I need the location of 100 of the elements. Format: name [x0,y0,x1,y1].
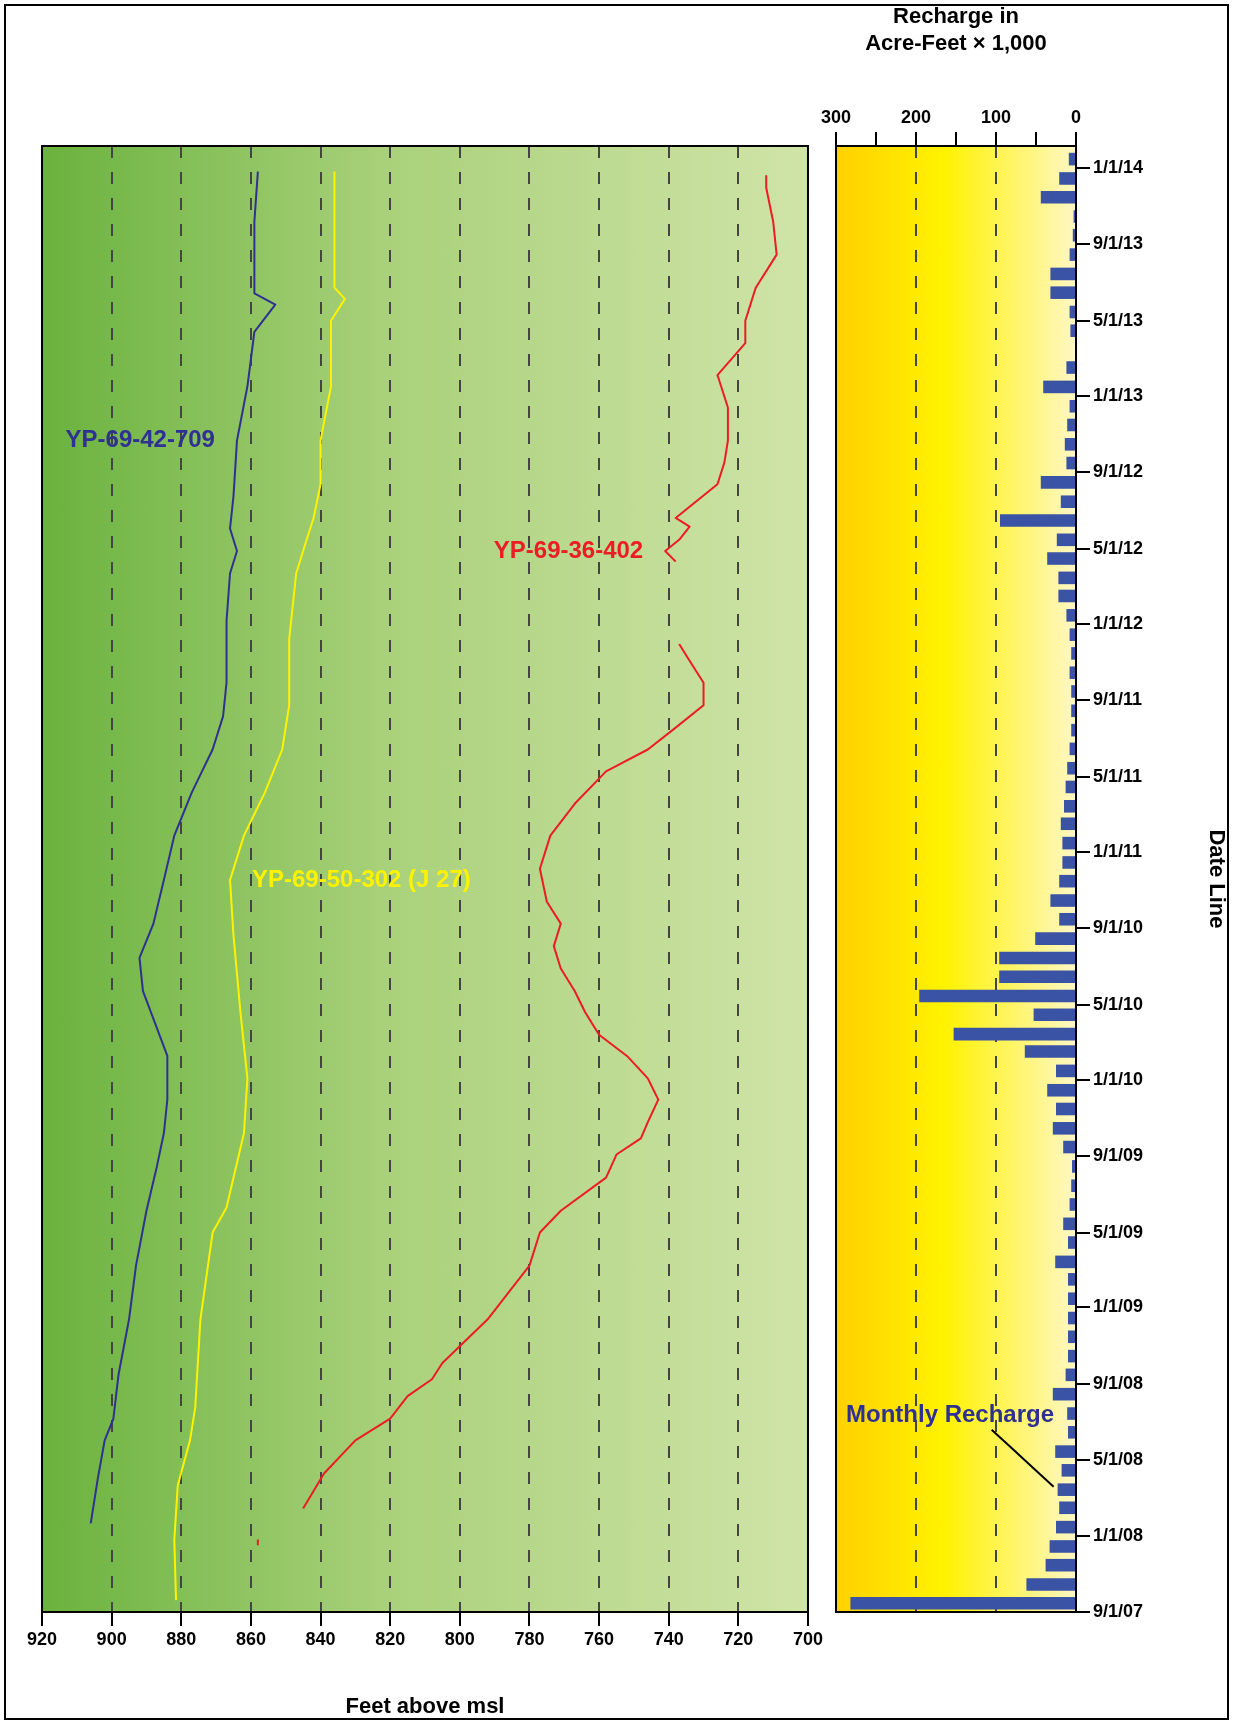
y-tick-label: 1/1/10 [1093,1068,1144,1089]
bar [1060,495,1075,509]
bar [999,970,1075,983]
x-tick-label: 880 [166,1628,197,1649]
y-tick-label: 5/1/09 [1093,1221,1144,1242]
y-axis-title: Date Line [1204,829,1230,929]
bar [1058,571,1075,585]
bar [1070,324,1075,338]
bar [1071,685,1075,698]
bar [1062,856,1075,869]
bar [1069,399,1075,413]
x-tick-label: 760 [584,1628,615,1649]
bar [1065,1368,1075,1382]
bar [1026,1578,1075,1591]
bar [1066,609,1075,622]
bar [1068,1236,1075,1249]
bar [1065,780,1075,794]
x-tick-label: 840 [305,1628,336,1649]
x-tick-label: 700 [792,1628,824,1649]
x-tick-label: 860 [235,1628,266,1649]
bar [1055,1445,1075,1458]
bar [1071,1179,1075,1193]
y-tick-label: 5/1/10 [1093,993,1144,1014]
x-tick-label: 200 [900,107,932,128]
bar [1068,1349,1075,1363]
bar [1063,1140,1075,1154]
bar [1047,1083,1075,1097]
x-tick-label: 0 [1070,107,1082,128]
bar [1059,912,1075,926]
bar [1072,1160,1075,1173]
bar [1069,1198,1075,1211]
y-tick-label: 9/1/12 [1093,460,1144,481]
y-tick-label: 9/1/10 [1093,916,1144,937]
bar [1067,1407,1075,1420]
y-tick-label: 9/1/11 [1093,689,1143,710]
bar [1068,1292,1075,1305]
y-tick-label: 5/1/11 [1093,765,1143,786]
x-tick-label: 720 [723,1628,754,1649]
x-axis-title: Feet above msl [345,1692,505,1718]
x-axis-title: Recharge in Acre-Feet × 1,000 [865,3,1047,55]
bar [1059,874,1075,888]
bar [1068,1273,1075,1286]
bar [1050,286,1075,299]
y-tick-label: 9/1/08 [1093,1372,1144,1393]
x-tick-label: 920 [26,1628,58,1649]
bar [1040,476,1075,489]
bar [1052,1122,1075,1135]
y-tick-label: 1/1/14 [1093,156,1144,177]
y-tick-label: 9/1/09 [1093,1144,1144,1165]
bar [1071,723,1075,737]
bar [1035,932,1075,945]
bar [1069,628,1075,641]
series-label: YP-69-36-402 [493,535,644,563]
bar [1056,1064,1075,1078]
bar [1069,248,1075,261]
bar [1060,817,1075,831]
y-tick-label: 9/1/13 [1093,232,1144,253]
bar [1024,1045,1075,1058]
bar [1045,1558,1075,1572]
bar [1049,1540,1075,1553]
y-tick-label: 1/1/12 [1093,613,1144,634]
bar [1068,1330,1075,1344]
y-tick-label: 9/1/07 [1093,1600,1144,1621]
bar [1064,438,1075,451]
x-tick-label: 900 [96,1628,127,1649]
bar [953,1027,1075,1041]
bar [1033,1008,1075,1022]
bar [1057,1483,1075,1496]
bar [1055,1255,1075,1269]
bar [1061,1464,1075,1477]
x-tick-label: 800 [444,1628,475,1649]
bar [1071,647,1075,660]
y-tick-label: 1/1/08 [1093,1524,1144,1545]
y-tick-label: 5/1/08 [1093,1449,1144,1470]
x-tick-label: 820 [375,1628,406,1649]
x-tick-label: 300 [820,107,852,128]
bar [1052,1387,1075,1401]
bar [1047,552,1075,565]
bar [1067,418,1075,432]
bar [1056,1520,1075,1534]
bar [1066,456,1075,470]
bar [1040,190,1075,204]
bar [999,951,1075,965]
bar [1068,152,1075,166]
x-tick-label: 780 [514,1628,545,1649]
bar [919,989,1075,1003]
bar [1000,514,1075,527]
bar [1064,800,1075,813]
bar [1059,172,1075,185]
bar [1059,1501,1075,1515]
x-tick-label: 740 [653,1628,684,1649]
bar [1063,1217,1075,1231]
bar [1050,894,1075,907]
bar [1072,228,1075,242]
bar [1056,1102,1075,1116]
y-tick-label: 1/1/11 [1093,840,1143,861]
x-tick-label: 100 [980,107,1012,128]
bar [1043,380,1075,394]
series-label: YP-69-42-709 [65,425,215,453]
bar [1056,533,1075,547]
